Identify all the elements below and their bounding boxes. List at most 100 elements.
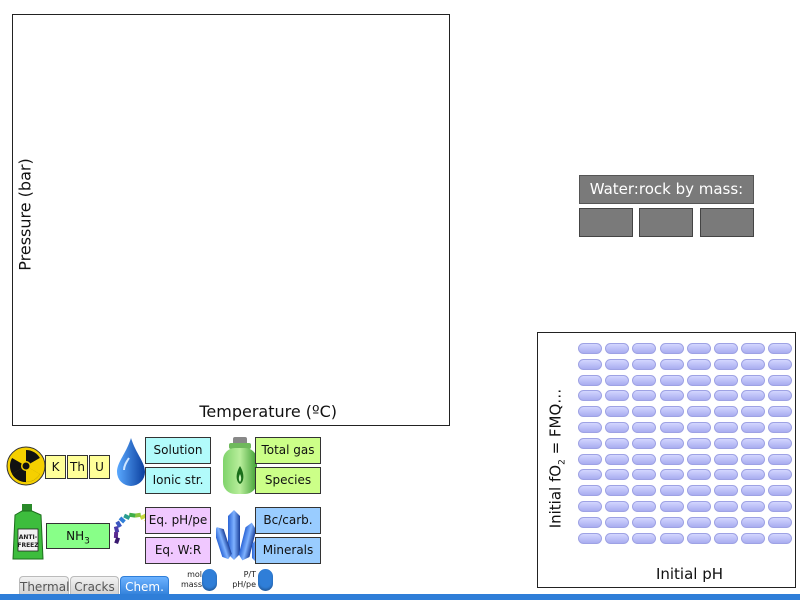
grid-cell[interactable]: [659, 406, 684, 418]
grid-cell[interactable]: [686, 516, 711, 528]
grid-cell[interactable]: [578, 516, 602, 528]
grid-cell[interactable]: [605, 516, 630, 528]
grid-cell[interactable]: [714, 532, 738, 544]
solution-button[interactable]: Solution: [145, 437, 211, 464]
grid-cell[interactable]: [632, 485, 657, 497]
grid-cell[interactable]: [714, 453, 738, 465]
grid-cell[interactable]: [714, 374, 738, 386]
grid-cell[interactable]: [741, 501, 766, 512]
grid-cell[interactable]: [741, 437, 766, 449]
grid-cell[interactable]: [605, 422, 630, 433]
grid-cell[interactable]: [578, 406, 602, 418]
nh3-button[interactable]: NH3: [46, 523, 110, 549]
grid-cell[interactable]: [741, 532, 766, 544]
grid-cell[interactable]: [578, 437, 602, 449]
grid-cell[interactable]: [714, 343, 738, 354]
grid-cell[interactable]: [632, 437, 657, 449]
grid-cell[interactable]: [741, 469, 766, 481]
grid-cell[interactable]: [768, 358, 793, 370]
grid-cell[interactable]: [714, 358, 738, 370]
grid-cell[interactable]: [741, 343, 766, 354]
grid-cell[interactable]: [659, 358, 684, 370]
grid-cell[interactable]: [768, 390, 793, 402]
grid-cell[interactable]: [578, 390, 602, 402]
grid-cell[interactable]: [659, 469, 684, 481]
grid-cell[interactable]: [605, 390, 630, 402]
grid-cell[interactable]: [632, 374, 657, 386]
grid-cell[interactable]: [659, 501, 684, 512]
grid-cell[interactable]: [714, 469, 738, 481]
grid-cell[interactable]: [605, 406, 630, 418]
water-rock-box-3[interactable]: [700, 208, 754, 237]
grid-cell[interactable]: [605, 532, 630, 544]
grid-cell[interactable]: [686, 358, 711, 370]
bc-carb-button[interactable]: Bc/carb.: [255, 507, 321, 534]
total-gas-button[interactable]: Total gas: [255, 437, 321, 464]
grid-cell[interactable]: [768, 406, 793, 418]
pt-phpe-toggle[interactable]: [258, 569, 273, 591]
grid-cell[interactable]: [686, 532, 711, 544]
grid-cell[interactable]: [741, 453, 766, 465]
grid-cell[interactable]: [659, 422, 684, 433]
grid-cell[interactable]: [686, 422, 711, 433]
mol-mass-toggle[interactable]: [202, 569, 217, 591]
grid-cell[interactable]: [632, 516, 657, 528]
grid-cell[interactable]: [659, 532, 684, 544]
water-rock-box-1[interactable]: [579, 208, 633, 237]
ionic-strength-button[interactable]: Ionic str.: [145, 467, 211, 494]
grid-cell[interactable]: [605, 358, 630, 370]
grid-cell[interactable]: [768, 437, 793, 449]
grid-cell[interactable]: [714, 501, 738, 512]
grid-cell[interactable]: [632, 453, 657, 465]
grid-cell[interactable]: [632, 390, 657, 402]
grid-cell[interactable]: [659, 516, 684, 528]
grid-cell[interactable]: [768, 453, 793, 465]
grid-cell[interactable]: [632, 343, 657, 354]
grid-cell[interactable]: [741, 390, 766, 402]
grid-cell[interactable]: [768, 343, 793, 354]
eq-ph-pe-button[interactable]: Eq. pH/pe: [145, 507, 211, 534]
grid-cell[interactable]: [578, 358, 602, 370]
grid-cell[interactable]: [632, 532, 657, 544]
grid-cell[interactable]: [632, 422, 657, 433]
grid-cell[interactable]: [659, 453, 684, 465]
grid-cell[interactable]: [768, 374, 793, 386]
u-button[interactable]: U: [89, 455, 110, 479]
grid-cell[interactable]: [686, 390, 711, 402]
grid-cell[interactable]: [741, 422, 766, 433]
grid-cell[interactable]: [578, 501, 602, 512]
grid-cell[interactable]: [632, 469, 657, 481]
eq-wr-button[interactable]: Eq. W:R: [145, 537, 211, 564]
grid-cell[interactable]: [605, 453, 630, 465]
grid-cell[interactable]: [768, 485, 793, 497]
minerals-button[interactable]: Minerals: [255, 537, 321, 564]
grid-cell[interactable]: [578, 532, 602, 544]
grid-cell[interactable]: [686, 453, 711, 465]
grid-cell[interactable]: [714, 516, 738, 528]
th-button[interactable]: Th: [67, 455, 88, 479]
gas-species-button[interactable]: Species: [255, 467, 321, 494]
grid-cell[interactable]: [768, 469, 793, 481]
water-rock-box-2[interactable]: [639, 208, 693, 237]
grid-cell[interactable]: [768, 532, 793, 544]
grid-cell[interactable]: [714, 437, 738, 449]
grid-cell[interactable]: [578, 485, 602, 497]
grid-cell[interactable]: [741, 358, 766, 370]
grid-cell[interactable]: [741, 374, 766, 386]
grid-cell[interactable]: [686, 437, 711, 449]
grid-cell[interactable]: [686, 501, 711, 512]
grid-cell[interactable]: [605, 469, 630, 481]
grid-cell[interactable]: [686, 469, 711, 481]
grid-cell[interactable]: [605, 374, 630, 386]
grid-cell[interactable]: [768, 501, 793, 512]
grid-cell[interactable]: [632, 501, 657, 512]
grid-cell[interactable]: [632, 406, 657, 418]
grid-cell[interactable]: [714, 422, 738, 433]
grid-cell[interactable]: [686, 485, 711, 497]
grid-cell[interactable]: [659, 485, 684, 497]
grid-cell[interactable]: [686, 343, 711, 354]
tab-cracks[interactable]: Cracks: [70, 576, 119, 596]
grid-cell[interactable]: [714, 390, 738, 402]
grid-cell[interactable]: [741, 516, 766, 528]
grid-cell[interactable]: [578, 469, 602, 481]
